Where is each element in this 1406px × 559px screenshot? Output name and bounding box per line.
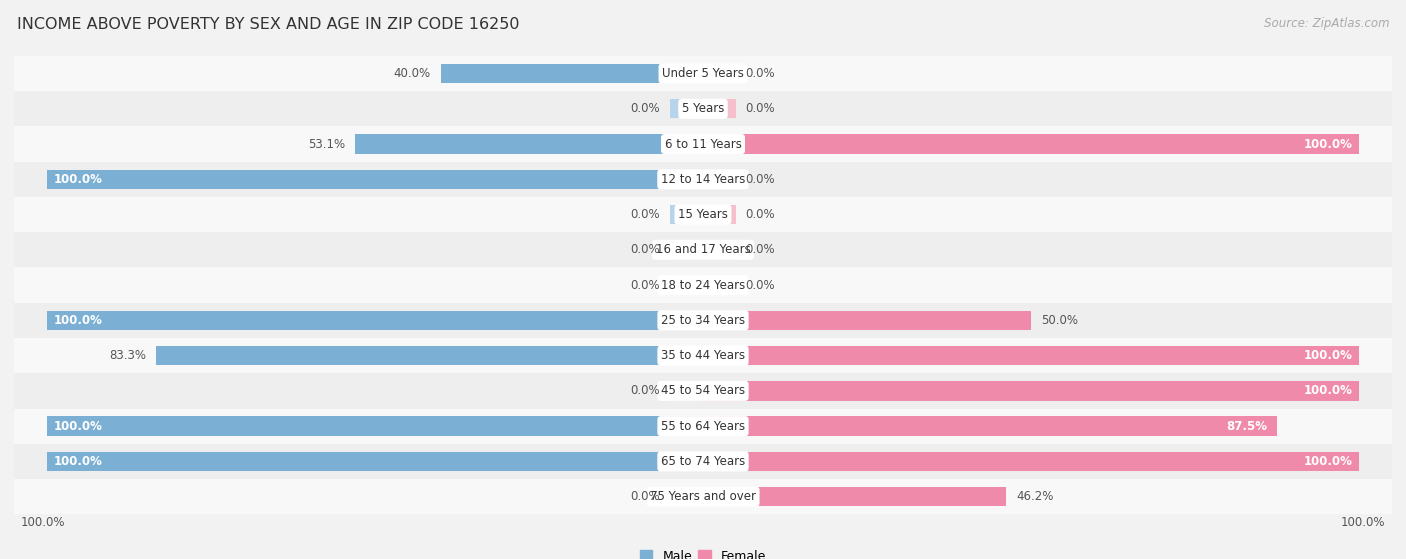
Text: 100.0%: 100.0% (1303, 138, 1353, 150)
Text: 100.0%: 100.0% (1303, 455, 1353, 468)
Bar (671, 240, 703, 259)
Text: 100.0%: 100.0% (53, 314, 103, 327)
Text: 55 to 64 Years: 55 to 64 Years (661, 420, 745, 433)
Bar (703, 311, 1031, 330)
Bar (14, 126, 1392, 162)
Bar (46, 169, 703, 189)
Text: Under 5 Years: Under 5 Years (662, 67, 744, 80)
Bar (671, 487, 703, 506)
Text: 83.3%: 83.3% (110, 349, 146, 362)
Text: 100.0%: 100.0% (1341, 516, 1385, 529)
Text: 0.0%: 0.0% (631, 385, 661, 397)
Bar (14, 267, 1392, 303)
Text: 65 to 74 Years: 65 to 74 Years (661, 455, 745, 468)
Text: 40.0%: 40.0% (394, 67, 430, 80)
Text: 0.0%: 0.0% (631, 490, 661, 503)
Text: 12 to 14 Years: 12 to 14 Years (661, 173, 745, 186)
Text: 16 and 17 Years: 16 and 17 Years (655, 243, 751, 257)
Bar (14, 479, 1392, 514)
Text: 53.1%: 53.1% (308, 138, 344, 150)
Bar (440, 64, 703, 83)
Bar (703, 416, 1277, 436)
Text: Source: ZipAtlas.com: Source: ZipAtlas.com (1264, 17, 1389, 30)
Bar (703, 276, 735, 295)
Text: 0.0%: 0.0% (745, 208, 775, 221)
Bar (703, 134, 1360, 154)
Text: 0.0%: 0.0% (745, 102, 775, 115)
Text: 100.0%: 100.0% (53, 455, 103, 468)
Text: 100.0%: 100.0% (1303, 385, 1353, 397)
Text: 5 Years: 5 Years (682, 102, 724, 115)
Bar (46, 311, 703, 330)
Text: 46.2%: 46.2% (1017, 490, 1053, 503)
Bar (14, 373, 1392, 409)
Bar (14, 409, 1392, 444)
Bar (14, 91, 1392, 126)
Bar (14, 232, 1392, 267)
Text: 0.0%: 0.0% (745, 67, 775, 80)
Text: 0.0%: 0.0% (745, 173, 775, 186)
Bar (671, 205, 703, 224)
Bar (46, 452, 703, 471)
Text: INCOME ABOVE POVERTY BY SEX AND AGE IN ZIP CODE 16250: INCOME ABOVE POVERTY BY SEX AND AGE IN Z… (17, 17, 519, 32)
Bar (354, 134, 703, 154)
Text: 100.0%: 100.0% (53, 420, 103, 433)
Bar (703, 169, 735, 189)
Bar (703, 346, 1360, 366)
Text: 0.0%: 0.0% (631, 278, 661, 292)
Text: 0.0%: 0.0% (631, 208, 661, 221)
Bar (671, 276, 703, 295)
Bar (703, 64, 735, 83)
Text: 0.0%: 0.0% (745, 278, 775, 292)
Bar (14, 197, 1392, 232)
Text: 100.0%: 100.0% (1303, 349, 1353, 362)
Bar (14, 444, 1392, 479)
Text: 75 Years and over: 75 Years and over (650, 490, 756, 503)
Text: 0.0%: 0.0% (631, 102, 661, 115)
Text: 100.0%: 100.0% (21, 516, 65, 529)
Text: 100.0%: 100.0% (53, 173, 103, 186)
Bar (14, 338, 1392, 373)
Text: 18 to 24 Years: 18 to 24 Years (661, 278, 745, 292)
Bar (703, 240, 735, 259)
Text: 0.0%: 0.0% (745, 243, 775, 257)
Bar (703, 381, 1360, 401)
Legend: Male, Female: Male, Female (636, 544, 770, 559)
Bar (703, 205, 735, 224)
Text: 45 to 54 Years: 45 to 54 Years (661, 385, 745, 397)
Bar (671, 99, 703, 119)
Text: 6 to 11 Years: 6 to 11 Years (665, 138, 741, 150)
Bar (14, 303, 1392, 338)
Bar (703, 99, 735, 119)
Text: 15 Years: 15 Years (678, 208, 728, 221)
Bar (703, 487, 1007, 506)
Text: 87.5%: 87.5% (1226, 420, 1267, 433)
Bar (671, 381, 703, 401)
Text: 50.0%: 50.0% (1040, 314, 1078, 327)
Text: 25 to 34 Years: 25 to 34 Years (661, 314, 745, 327)
Bar (703, 452, 1360, 471)
Text: 0.0%: 0.0% (631, 243, 661, 257)
Bar (14, 162, 1392, 197)
Bar (14, 56, 1392, 91)
Text: 35 to 44 Years: 35 to 44 Years (661, 349, 745, 362)
Bar (156, 346, 703, 366)
Bar (46, 416, 703, 436)
